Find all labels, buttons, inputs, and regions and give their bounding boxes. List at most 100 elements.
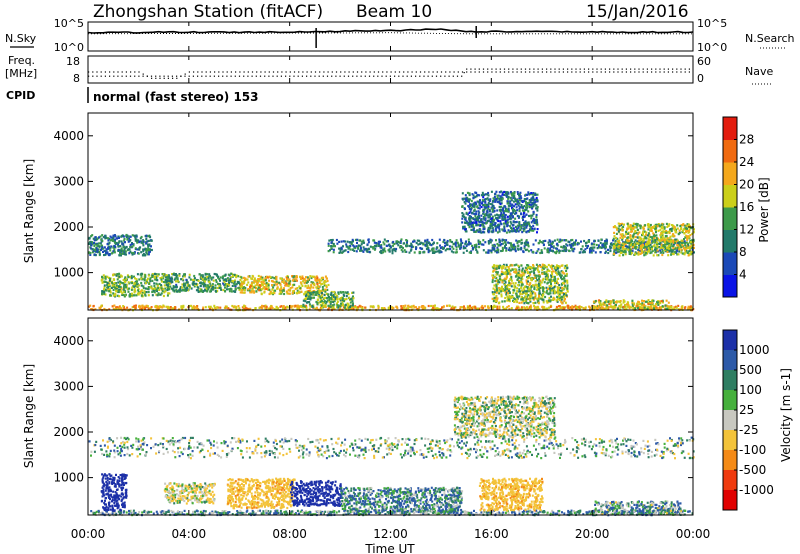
- power-cell: [504, 229, 507, 232]
- power-cell: [455, 239, 458, 242]
- power-cell: [649, 243, 652, 246]
- power-cell: [161, 276, 164, 279]
- nave-point: [659, 68, 661, 70]
- power-cell: [549, 243, 552, 246]
- power-cell: [482, 193, 485, 196]
- power-cell: [234, 283, 237, 286]
- power-cell: [237, 305, 240, 308]
- power-cell: [563, 307, 566, 310]
- nave-tick-top: 60: [697, 55, 711, 68]
- power-cell: [258, 306, 261, 309]
- power-cell: [529, 201, 532, 204]
- power-cell: [144, 247, 147, 250]
- power-cell: [465, 199, 468, 202]
- power-cell: [204, 289, 206, 292]
- nave-point: [402, 75, 404, 77]
- power-cell: [518, 290, 521, 293]
- power-cell: [557, 270, 560, 273]
- power-cell: [417, 243, 420, 246]
- power-cell: [548, 292, 551, 295]
- power-cell: [151, 273, 154, 276]
- power-cell: [438, 249, 441, 252]
- power-cell: [496, 231, 499, 234]
- power-cell: [285, 284, 288, 287]
- power-cell: [510, 222, 513, 225]
- power-cell: [521, 209, 524, 212]
- power-cell: [309, 296, 312, 299]
- power-cell: [614, 306, 617, 309]
- power-cell: [509, 269, 512, 272]
- power-cell: [572, 242, 575, 245]
- power-cell: [524, 248, 527, 252]
- power-cell: [317, 287, 320, 290]
- nsky-series-nsearch: [88, 32, 693, 35]
- power-cell: [268, 288, 271, 291]
- power-cell: [592, 249, 595, 252]
- power-cell: [425, 241, 428, 244]
- power-cell: [308, 308, 311, 311]
- power-cell: [526, 282, 529, 285]
- power-cell: [244, 286, 247, 290]
- power-cell: [104, 280, 107, 283]
- power-cell: [494, 222, 497, 225]
- power-cell: [120, 275, 123, 278]
- power-cell: [494, 279, 497, 283]
- power-cell: [273, 281, 276, 284]
- power-cell: [604, 241, 607, 244]
- freq-label: Freq.: [8, 54, 35, 67]
- power-cell: [333, 290, 336, 294]
- power-cell: [617, 243, 620, 246]
- power-cell: [380, 249, 383, 252]
- power-cell: [562, 281, 564, 285]
- power-cell: [535, 204, 538, 207]
- power-cell: [473, 208, 476, 211]
- power-cell: [299, 281, 302, 284]
- power-cell: [430, 248, 433, 251]
- power-cell: [537, 248, 540, 251]
- power-cell: [532, 243, 535, 246]
- power-cell: [537, 271, 540, 274]
- power-cell: [473, 230, 476, 233]
- power-cell: [246, 307, 249, 310]
- power-cell: [527, 221, 530, 224]
- power-cell: [237, 286, 240, 290]
- power-cell: [407, 304, 410, 307]
- power-cell: [153, 287, 156, 290]
- power-cell: [340, 248, 343, 251]
- power-cell: [498, 230, 501, 233]
- power-cell: [361, 307, 364, 310]
- power-cell: [349, 307, 352, 310]
- power-cell: [289, 280, 292, 283]
- power-cell: [487, 249, 490, 252]
- power-cell: [443, 239, 446, 242]
- power-cell: [349, 305, 352, 309]
- power-cell: [590, 251, 593, 254]
- power-cell: [90, 244, 93, 247]
- power-cell: [157, 286, 160, 290]
- power-cell: [492, 223, 495, 226]
- power-cell: [535, 207, 537, 210]
- power-cell: [468, 307, 471, 310]
- power-cell: [492, 276, 494, 280]
- power-cell: [479, 242, 482, 245]
- power-cell: [153, 282, 156, 285]
- power-cell: [483, 231, 486, 234]
- power-cell: [281, 280, 284, 283]
- power-cell: [203, 283, 206, 286]
- freq-point: [117, 71, 119, 73]
- power-cell: [267, 307, 270, 310]
- power-cell: [576, 243, 579, 246]
- power-cell: [605, 240, 608, 243]
- freq-point: [235, 71, 237, 73]
- power-cell: [536, 193, 539, 196]
- power-cell: [528, 224, 531, 227]
- power-cell: [548, 239, 551, 242]
- power-cell: [155, 304, 158, 308]
- power-cell: [548, 243, 551, 246]
- power-cell: [193, 282, 196, 285]
- power-cell: [523, 215, 526, 218]
- power-cell: [515, 263, 518, 266]
- power-cell: [154, 278, 157, 281]
- power-cell: [295, 278, 298, 281]
- power-cell: [530, 198, 533, 201]
